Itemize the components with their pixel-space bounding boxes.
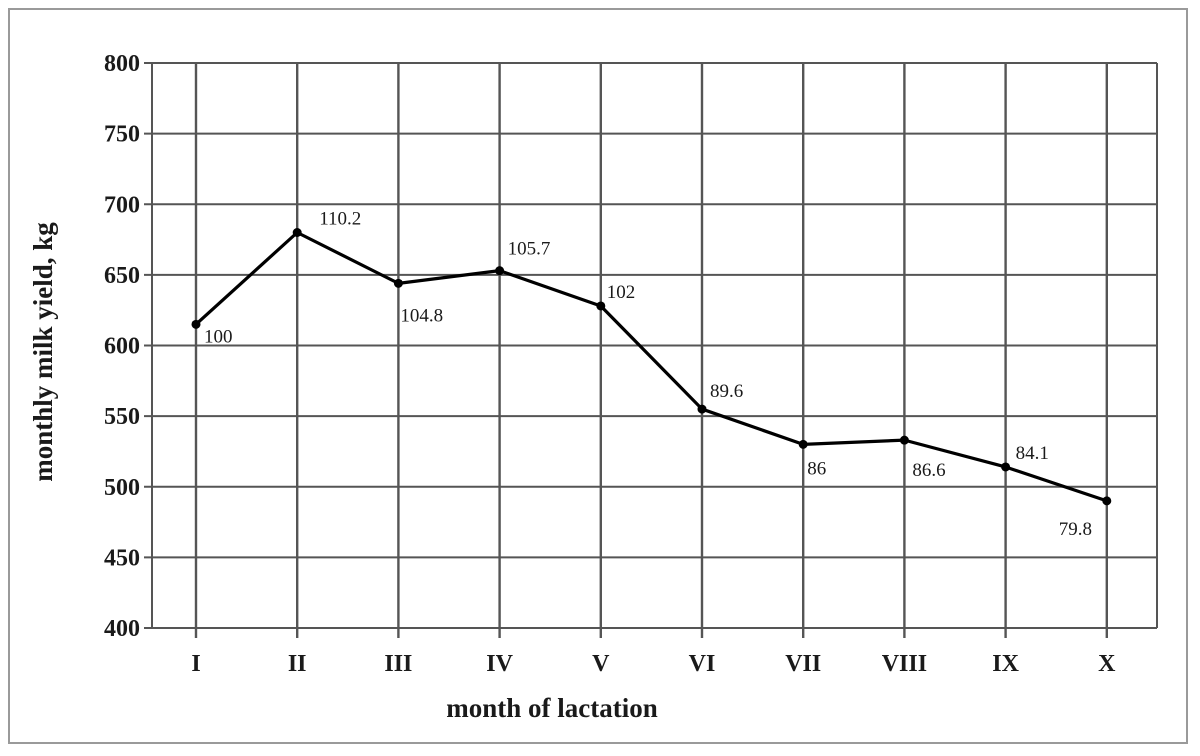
point-label: 100 xyxy=(204,326,233,347)
data-point xyxy=(596,301,606,311)
series-lines xyxy=(194,230,1108,503)
y-tick-label: 400 xyxy=(104,616,140,642)
y-tick-labels: 400 450 500 550 600 650 700 750 800 xyxy=(104,51,140,642)
point-label: 86 xyxy=(807,458,826,479)
y-tick-label: 600 xyxy=(104,334,140,360)
y-tick-label: 500 xyxy=(104,475,140,501)
data-point xyxy=(393,278,403,288)
data-point xyxy=(292,228,302,237)
data-point xyxy=(899,435,909,445)
y-tick-label: 700 xyxy=(104,192,140,218)
point-label: 79.8 xyxy=(1059,519,1092,540)
x-tick-label: III xyxy=(384,651,412,677)
grid xyxy=(144,62,1157,638)
y-tick-label: 750 xyxy=(104,122,140,148)
y-tick-label: 800 xyxy=(104,51,140,77)
point-label: 89.6 xyxy=(710,381,743,402)
x-tick-label: I xyxy=(191,651,200,677)
x-tick-labels: I II III IV V VI VII VIII IX X xyxy=(191,651,1116,677)
data-point xyxy=(1001,462,1011,472)
chart-frame xyxy=(8,8,1188,744)
point-label: 105.7 xyxy=(508,239,551,260)
axes xyxy=(151,63,1158,628)
point-label: 102 xyxy=(607,282,636,303)
x-tick-label: VI xyxy=(689,651,716,677)
data-point xyxy=(798,439,808,449)
y-axis-title: monthly milk yield, kg xyxy=(28,222,58,482)
y-tick-label: 450 xyxy=(104,545,140,571)
data-point xyxy=(1102,496,1112,506)
x-axis-title: month of lactation xyxy=(446,693,658,723)
data-points xyxy=(191,228,1112,506)
point-label: 84.1 xyxy=(1016,443,1049,464)
point-label: 104.8 xyxy=(400,305,443,326)
series-line xyxy=(194,230,1108,503)
x-tick-label: VII xyxy=(785,651,821,677)
x-tick-label: VIII xyxy=(882,651,927,677)
point-labels: 100 110.2 104.8 105.7 102 89.6 86 86.6 84.1 79.8 xyxy=(204,209,1092,540)
point-label: 86.6 xyxy=(912,460,945,481)
point-label: 110.2 xyxy=(319,209,361,230)
data-point xyxy=(191,319,201,329)
x-tick-label: II xyxy=(288,651,307,677)
y-tick-label: 550 xyxy=(104,404,140,430)
y-tick-label: 650 xyxy=(104,263,140,289)
x-tick-label: IX xyxy=(992,651,1019,677)
x-tick-label: X xyxy=(1098,651,1116,677)
x-tick-label: V xyxy=(592,651,610,677)
data-point xyxy=(495,266,505,276)
data-point xyxy=(697,404,707,414)
x-tick-label: IV xyxy=(486,651,513,677)
